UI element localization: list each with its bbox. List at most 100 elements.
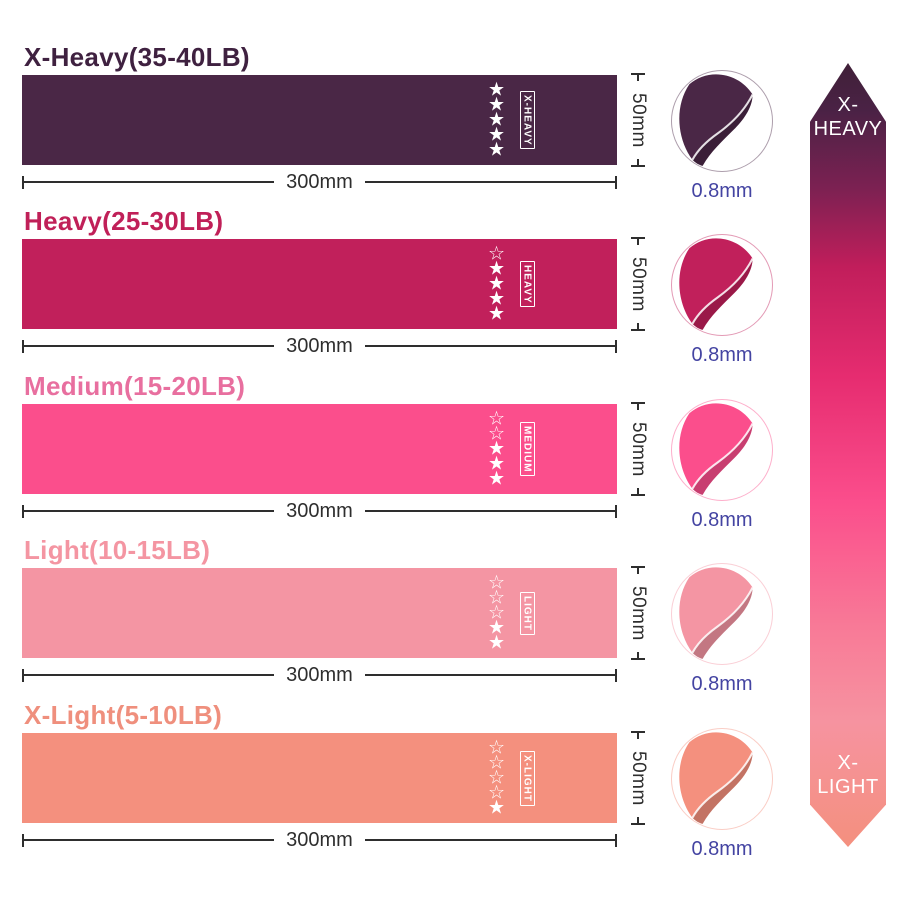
star-icon: ★ xyxy=(487,273,505,295)
width-dimension: 300mm xyxy=(22,499,618,523)
band-edge-photo xyxy=(671,234,773,336)
dimension-tick-icon xyxy=(615,175,618,189)
dimension-line xyxy=(364,510,616,512)
star-icon: ★ xyxy=(487,468,505,490)
band-title: Medium(15-20LB) xyxy=(24,371,246,401)
star-icon: ★ xyxy=(487,94,505,116)
star-icon: ☆ xyxy=(487,752,505,774)
resistance-band: ☆ ★ ★ ★ ★ HEAVY xyxy=(22,239,617,329)
width-dimension: 300mm xyxy=(22,828,618,852)
folded-band-icon xyxy=(679,732,754,824)
scale-bottom-label-line1: X- xyxy=(837,752,859,774)
band-row: Medium(15-20LB) ☆ ☆ ★ ★ ★ MEDIUM 50mm 30… xyxy=(0,371,790,535)
star-icon: ★ xyxy=(487,303,505,325)
star-rating: ☆ ☆ ★ ★ ★ xyxy=(487,408,505,490)
dimension-tick-icon xyxy=(631,487,645,496)
height-dimension: 50mm xyxy=(623,566,653,660)
dimension-line xyxy=(364,181,616,183)
width-dimension: 300mm xyxy=(22,663,618,687)
dimension-line xyxy=(364,674,616,676)
resistance-scale-arrow: X- HEAVY X- LIGHT xyxy=(810,63,886,847)
height-dimension-label: 50mm xyxy=(628,256,649,312)
folded-band-icon xyxy=(679,403,754,495)
dimension-line xyxy=(24,674,275,676)
band-label: MEDIUM xyxy=(519,421,535,477)
dimension-tick-icon xyxy=(22,175,24,189)
dimension-tick-icon xyxy=(631,816,645,825)
band-row: Light(10-15LB) ☆ ☆ ☆ ★ ★ LIGHT 50mm 300m… xyxy=(0,535,790,699)
folded-band-icon xyxy=(679,567,754,659)
dimension-tick-icon xyxy=(615,504,618,518)
star-icon: ☆ xyxy=(487,572,505,594)
band-label: HEAVY xyxy=(519,260,535,308)
band-label-box: X-HEAVY xyxy=(517,75,537,165)
dimension-line xyxy=(24,181,275,183)
star-icon: ★ xyxy=(487,453,505,475)
star-rating: ☆ ☆ ☆ ★ ★ xyxy=(487,572,505,654)
band-edge-photo xyxy=(671,728,773,830)
width-dimension-label: 300mm xyxy=(286,170,353,193)
band-row: X-Light(5-10LB) ☆ ☆ ☆ ☆ ★ X-LIGHT 50mm 3… xyxy=(0,700,790,864)
width-dimension: 300mm xyxy=(22,170,618,194)
band-label: X-LIGHT xyxy=(519,750,535,806)
star-icon: ★ xyxy=(487,258,505,280)
height-dimension: 50mm xyxy=(623,402,653,496)
thickness-label: 0.8mm xyxy=(691,838,753,860)
star-icon: ★ xyxy=(487,632,505,654)
band-label-box: HEAVY xyxy=(517,239,537,329)
star-rating: ★ ★ ★ ★ ★ xyxy=(487,81,505,161)
star-rating: ☆ ★ ★ ★ ★ xyxy=(487,245,505,325)
scale-bottom-label-line2: LIGHT xyxy=(817,776,879,798)
band-title: X-Heavy(35-40LB) xyxy=(24,42,250,72)
scale-top-label-line2: HEAVY xyxy=(813,118,883,140)
dimension-tick-icon xyxy=(631,731,645,739)
height-dimension: 50mm xyxy=(623,731,653,825)
dimension-tick-icon xyxy=(22,339,24,353)
height-dimension-label: 50mm xyxy=(628,585,649,641)
dimension-tick-icon xyxy=(615,339,618,353)
band-row: X-Heavy(35-40LB) ★ ★ ★ ★ ★ X-HEAVY 50mm … xyxy=(0,42,790,206)
folded-band-icon xyxy=(679,74,754,166)
width-dimension: 300mm xyxy=(22,334,618,358)
band-edge-photo xyxy=(671,563,773,665)
resistance-band: ☆ ☆ ☆ ★ ★ LIGHT xyxy=(22,568,617,658)
dimension-tick-icon xyxy=(22,668,24,682)
dimension-tick-icon xyxy=(631,158,645,167)
width-dimension-label: 300mm xyxy=(286,334,353,357)
dimension-line xyxy=(24,510,275,512)
folded-band-icon xyxy=(679,238,754,330)
dimension-tick-icon xyxy=(22,504,24,518)
band-edge-photo xyxy=(671,399,773,501)
dimension-tick-icon xyxy=(615,833,618,847)
star-icon: ★ xyxy=(487,109,505,131)
height-dimension: 50mm xyxy=(623,237,653,331)
star-icon: ★ xyxy=(487,139,505,161)
band-edge-photo xyxy=(671,70,773,172)
dimension-line xyxy=(24,839,275,841)
band-title: X-Light(5-10LB) xyxy=(24,700,223,730)
scale-top-label-line1: X- xyxy=(837,94,859,116)
scale-top-label: X- HEAVY xyxy=(810,93,886,141)
star-icon: ☆ xyxy=(487,408,505,430)
band-label: X-HEAVY xyxy=(519,90,535,150)
dimension-tick-icon xyxy=(631,566,645,574)
height-dimension-label: 50mm xyxy=(628,750,649,806)
band-row: Heavy(25-30LB) ☆ ★ ★ ★ ★ HEAVY 50mm 300m… xyxy=(0,206,790,370)
scale-bottom-label: X- LIGHT xyxy=(810,751,886,799)
star-icon: ☆ xyxy=(487,587,505,609)
width-dimension-label: 300mm xyxy=(286,663,353,686)
band-label-box: X-LIGHT xyxy=(517,733,537,823)
star-icon: ★ xyxy=(487,438,505,460)
star-icon: ★ xyxy=(487,288,505,310)
resistance-band: ☆ ☆ ☆ ☆ ★ X-LIGHT xyxy=(22,733,617,823)
height-dimension-label: 50mm xyxy=(628,421,649,477)
star-icon: ☆ xyxy=(487,737,505,759)
dimension-tick-icon xyxy=(631,322,645,331)
star-rating: ☆ ☆ ☆ ☆ ★ xyxy=(487,737,505,818)
dimension-tick-icon xyxy=(631,237,645,245)
dimension-line xyxy=(24,345,275,347)
dimension-tick-icon xyxy=(22,833,24,847)
thickness-label: 0.8mm xyxy=(691,180,753,202)
band-title: Light(10-15LB) xyxy=(24,535,211,565)
